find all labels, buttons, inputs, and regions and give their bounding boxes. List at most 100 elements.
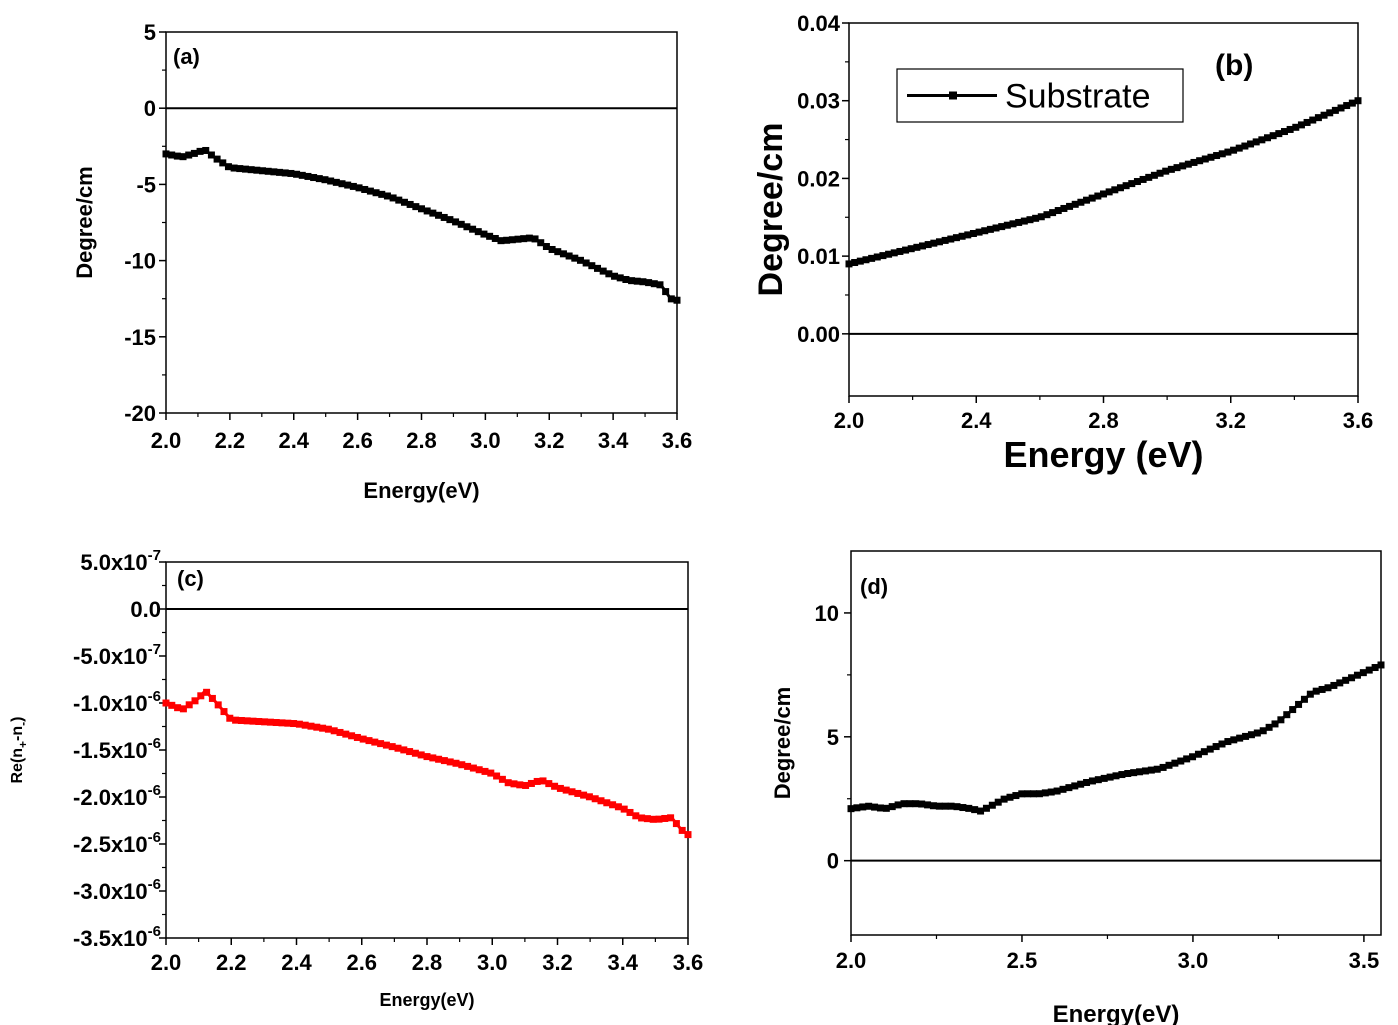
data-point (349, 182, 357, 190)
y-tick-mantissa: -3.5x10 (73, 926, 148, 951)
data-point (514, 235, 522, 243)
data-point (1259, 727, 1267, 735)
data-point (1342, 676, 1350, 684)
data-point (1139, 175, 1147, 183)
data-point (977, 807, 985, 815)
series-line (848, 99, 1359, 266)
data-point (975, 228, 983, 236)
data-point (179, 153, 187, 161)
data-point (411, 749, 419, 757)
data-point (264, 167, 272, 175)
data-point (876, 804, 884, 812)
data-point (1277, 716, 1285, 724)
x-tick-label: 2.0 (151, 428, 182, 453)
data-point (1326, 109, 1334, 117)
data-point (662, 288, 670, 296)
data-point (622, 275, 630, 283)
y-tick-label: 0.04 (797, 11, 841, 36)
data-point (965, 804, 973, 812)
data-point (1000, 795, 1008, 803)
y-tick-label: 0.01 (797, 244, 840, 269)
data-point (1235, 144, 1243, 152)
data-point (667, 814, 675, 822)
y-label-part: ) (9, 716, 26, 721)
data-point (568, 788, 576, 796)
data-point (1218, 150, 1226, 158)
data-point (516, 781, 524, 789)
x-tick-label: 2.0 (834, 408, 865, 433)
data-point (440, 757, 448, 765)
data-point (1145, 173, 1153, 181)
data-point (307, 722, 315, 730)
data-point (196, 147, 204, 155)
y-axis-label: Re(n+-n-) (9, 716, 30, 783)
data-point (469, 764, 477, 772)
data-point (1043, 211, 1051, 219)
y-tick-exponent: -7 (148, 641, 161, 658)
data-point (656, 281, 664, 289)
y-tick-label: 0 (827, 849, 839, 874)
y-tick-mantissa: -2.5x10 (73, 832, 148, 857)
data-point (588, 262, 596, 270)
data-point (249, 717, 257, 725)
data-point (1320, 111, 1328, 119)
data-point (545, 780, 553, 788)
y-axis-label: Degree/cm (770, 687, 795, 800)
y-tick-label: -15 (124, 325, 156, 350)
legend-marker (949, 91, 957, 100)
y-tick-label: -3.5x10-6 (73, 923, 161, 951)
data-point (1289, 706, 1297, 714)
data-point (1312, 687, 1320, 695)
data-point (582, 259, 590, 267)
data-point (1295, 700, 1303, 708)
data-point (1066, 202, 1074, 210)
data-point (611, 272, 619, 280)
data-point (1377, 661, 1385, 669)
data-point (365, 737, 373, 745)
data-point (330, 727, 338, 735)
data-point (655, 815, 663, 823)
x-axis-label: Energy(eV) (1053, 1001, 1180, 1025)
data-point (168, 701, 176, 709)
data-point (232, 716, 240, 724)
data-point (208, 694, 216, 702)
data-point (1141, 767, 1149, 775)
x-tick-label: 3.0 (477, 950, 508, 975)
data-point (1200, 748, 1208, 756)
data-point (1003, 221, 1011, 229)
data-point (539, 777, 547, 785)
y-tick-label: 5 (827, 725, 839, 750)
data-point (527, 779, 535, 787)
y-tick-label: -10 (124, 249, 156, 274)
data-point (301, 721, 309, 729)
data-point (464, 762, 472, 770)
data-point (953, 803, 961, 811)
data-point (1077, 198, 1085, 206)
data-point (446, 216, 454, 224)
data-point (522, 781, 530, 789)
data-point (562, 786, 570, 794)
data-point (197, 692, 205, 700)
data-point (1032, 214, 1040, 222)
x-tick-label: 3.4 (598, 428, 629, 453)
x-tick-label: 2.8 (412, 950, 443, 975)
data-point (190, 149, 198, 157)
data-point (1106, 773, 1114, 781)
data-point (1189, 753, 1197, 761)
x-tick-label: 3.2 (534, 428, 565, 453)
data-point (287, 169, 295, 177)
y-tick-exponent: -6 (148, 829, 161, 846)
x-tick-label: 2.6 (342, 428, 373, 453)
data-point (614, 803, 622, 811)
data-point (1330, 681, 1338, 689)
data-point (371, 738, 379, 746)
data-point (1297, 121, 1305, 129)
data-point (474, 228, 482, 236)
data-point (319, 724, 327, 732)
data-point (1018, 790, 1026, 798)
y-tick-label: 0.03 (797, 89, 840, 114)
data-point (1258, 136, 1266, 144)
data-point (304, 172, 312, 180)
data-point (498, 775, 506, 783)
data-point (174, 704, 182, 712)
